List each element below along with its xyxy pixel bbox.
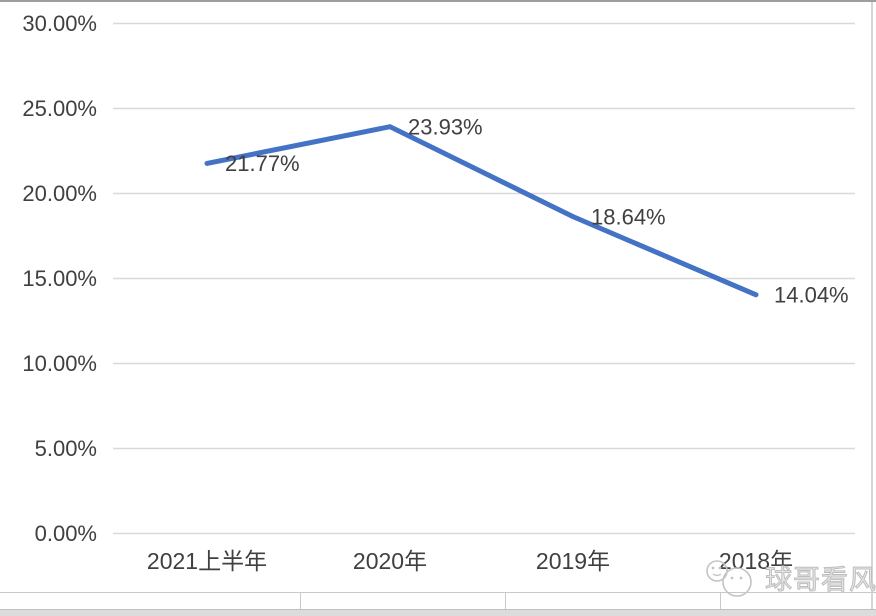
x-axis-tick-label: 2020年 (353, 548, 427, 574)
data-point-label: 14.04% (774, 283, 849, 308)
spreadsheet-bottom-row (0, 609, 876, 616)
y-axis-tick-label: 10.00% (22, 351, 97, 376)
y-axis-tick-label: 15.00% (22, 266, 97, 291)
data-line-series (204, 124, 759, 298)
y-axis-tick-label: 25.00% (22, 96, 97, 121)
spreadsheet-cell-divider (300, 593, 301, 609)
spreadsheet-row-border (0, 592, 876, 593)
right-border-line (871, 2, 873, 616)
top-border-line (0, 0, 876, 2)
spreadsheet-cell-divider (505, 593, 506, 609)
y-axis-tick-label: 20.00% (22, 181, 97, 206)
x-axis-tick-label: 2018年 (719, 548, 793, 574)
data-point-label: 18.64% (591, 204, 666, 229)
spreadsheet-cell-divider (720, 593, 721, 609)
y-axis-tick-label: 5.00% (35, 436, 97, 461)
data-point-label: 23.93% (408, 114, 483, 139)
x-axis-tick-label: 2021上半年 (147, 548, 267, 574)
y-axis-tick-label: 0.00% (35, 521, 97, 546)
x-axis-tick-label: 2019年 (536, 548, 610, 574)
y-axis-tick-label: 30.00% (22, 11, 97, 36)
data-point-label: 21.77% (225, 151, 300, 176)
